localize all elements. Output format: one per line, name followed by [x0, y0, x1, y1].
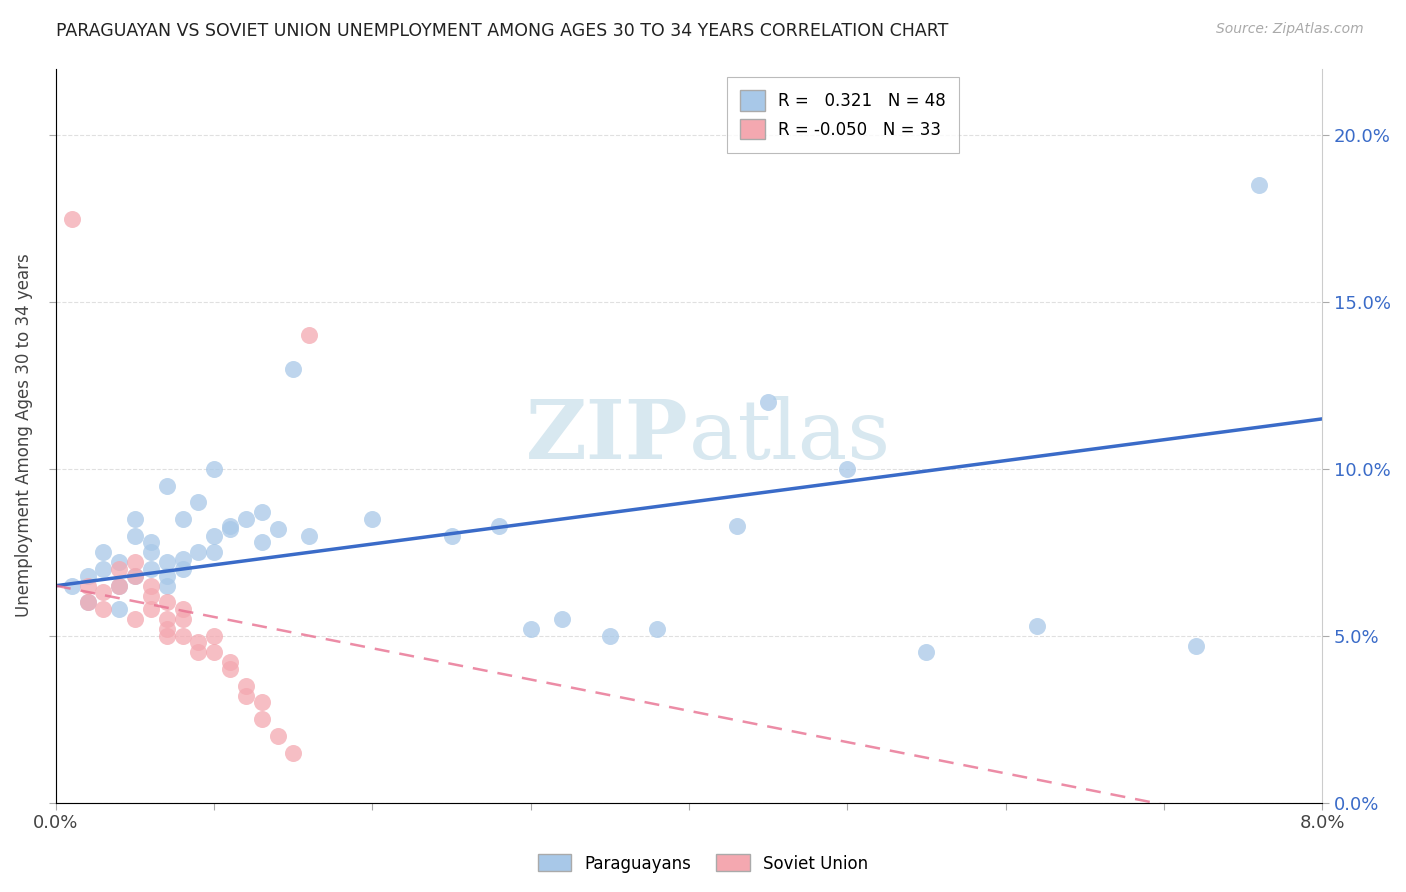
- Point: [266, 729, 288, 743]
- Point: [172, 629, 194, 643]
- Point: [202, 529, 225, 543]
- Point: [124, 529, 146, 543]
- Point: [725, 518, 748, 533]
- Text: atlas: atlas: [689, 395, 891, 475]
- Point: [235, 512, 257, 526]
- Point: [440, 529, 463, 543]
- Point: [1184, 639, 1206, 653]
- Point: [599, 629, 621, 643]
- Point: [202, 462, 225, 476]
- Point: [250, 696, 273, 710]
- Point: [156, 612, 179, 626]
- Point: [235, 679, 257, 693]
- Point: [60, 211, 83, 226]
- Point: [108, 602, 131, 616]
- Point: [551, 612, 574, 626]
- Point: [283, 746, 305, 760]
- Point: [187, 635, 209, 649]
- Point: [915, 645, 938, 659]
- Point: [202, 629, 225, 643]
- Point: [76, 579, 98, 593]
- Point: [837, 462, 859, 476]
- Point: [202, 545, 225, 559]
- Point: [93, 562, 115, 576]
- Point: [156, 478, 179, 492]
- Point: [93, 602, 115, 616]
- Point: [647, 622, 669, 636]
- Point: [298, 328, 321, 343]
- Point: [139, 545, 162, 559]
- Point: [156, 568, 179, 582]
- Legend: Paraguayans, Soviet Union: Paraguayans, Soviet Union: [531, 847, 875, 880]
- Point: [488, 518, 510, 533]
- Point: [139, 589, 162, 603]
- Legend: R =   0.321   N = 48, R = -0.050   N = 33: R = 0.321 N = 48, R = -0.050 N = 33: [727, 77, 959, 153]
- Point: [219, 518, 242, 533]
- Point: [139, 602, 162, 616]
- Point: [219, 662, 242, 676]
- Point: [108, 579, 131, 593]
- Point: [156, 629, 179, 643]
- Point: [235, 689, 257, 703]
- Point: [219, 522, 242, 536]
- Point: [266, 522, 288, 536]
- Point: [1026, 619, 1049, 633]
- Point: [756, 395, 779, 409]
- Point: [124, 568, 146, 582]
- Y-axis label: Unemployment Among Ages 30 to 34 years: Unemployment Among Ages 30 to 34 years: [15, 253, 32, 617]
- Point: [139, 579, 162, 593]
- Text: ZIP: ZIP: [526, 395, 689, 475]
- Point: [219, 656, 242, 670]
- Point: [76, 595, 98, 609]
- Point: [1247, 178, 1270, 193]
- Point: [76, 595, 98, 609]
- Point: [172, 552, 194, 566]
- Point: [156, 622, 179, 636]
- Point: [156, 579, 179, 593]
- Point: [108, 562, 131, 576]
- Point: [124, 568, 146, 582]
- Point: [187, 495, 209, 509]
- Point: [124, 612, 146, 626]
- Point: [298, 529, 321, 543]
- Text: Source: ZipAtlas.com: Source: ZipAtlas.com: [1216, 22, 1364, 37]
- Point: [172, 602, 194, 616]
- Point: [283, 361, 305, 376]
- Point: [124, 555, 146, 569]
- Point: [520, 622, 543, 636]
- Point: [202, 645, 225, 659]
- Point: [156, 555, 179, 569]
- Point: [156, 595, 179, 609]
- Point: [108, 579, 131, 593]
- Point: [250, 505, 273, 519]
- Point: [172, 512, 194, 526]
- Point: [124, 512, 146, 526]
- Point: [172, 612, 194, 626]
- Point: [187, 545, 209, 559]
- Point: [139, 562, 162, 576]
- Point: [361, 512, 384, 526]
- Point: [172, 562, 194, 576]
- Point: [60, 579, 83, 593]
- Text: PARAGUAYAN VS SOVIET UNION UNEMPLOYMENT AMONG AGES 30 TO 34 YEARS CORRELATION CH: PARAGUAYAN VS SOVIET UNION UNEMPLOYMENT …: [56, 22, 949, 40]
- Point: [187, 645, 209, 659]
- Point: [250, 535, 273, 549]
- Point: [139, 535, 162, 549]
- Point: [76, 568, 98, 582]
- Point: [108, 555, 131, 569]
- Point: [250, 712, 273, 726]
- Point: [93, 545, 115, 559]
- Point: [93, 585, 115, 599]
